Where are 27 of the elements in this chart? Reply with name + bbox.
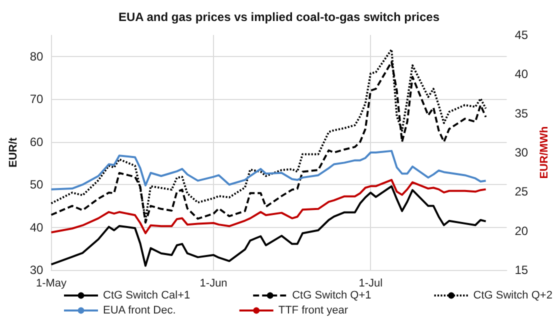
y2-tick-label: 20 <box>514 224 528 238</box>
y-tick-label: 30 <box>30 263 44 277</box>
line-series <box>50 185 487 267</box>
y2-tick-label: 30 <box>514 146 528 160</box>
x-tick-label: 1-May <box>36 278 68 290</box>
y-tick-label: 80 <box>30 49 44 64</box>
y2-tick-label: 15 <box>514 263 528 277</box>
legend-label: CtG Switch Q+1 <box>292 290 372 302</box>
x-tick-label: 1-Jul <box>358 278 383 290</box>
y-axis-title: EUR/t <box>8 137 20 168</box>
y-tick-label: 70 <box>30 92 44 106</box>
y2-tick-label: 40 <box>514 67 528 82</box>
y2-axis-title: EUR/MWh <box>538 126 550 179</box>
line-series <box>50 150 487 190</box>
legend-label: TTF front year <box>278 304 348 316</box>
legend-label: EUA front Dec. <box>103 304 176 316</box>
y-tick-label: 40 <box>30 220 44 234</box>
y-tick-label: 50 <box>30 178 44 192</box>
legend-label: CtG Switch Q+2 <box>473 290 552 302</box>
y-tick-label: 60 <box>30 134 44 149</box>
legend-label: CtG Switch Cal+1 <box>103 290 190 302</box>
x-tick-label: 1-Jun <box>200 278 228 290</box>
y2-tick-label: 45 <box>514 28 528 42</box>
y2-tick-label: 35 <box>514 106 528 120</box>
y2-tick-label: 25 <box>514 184 528 199</box>
line-series <box>50 178 487 234</box>
chart-title: EUA and gas prices vs implied coal-to-gas switch prices <box>118 10 440 24</box>
